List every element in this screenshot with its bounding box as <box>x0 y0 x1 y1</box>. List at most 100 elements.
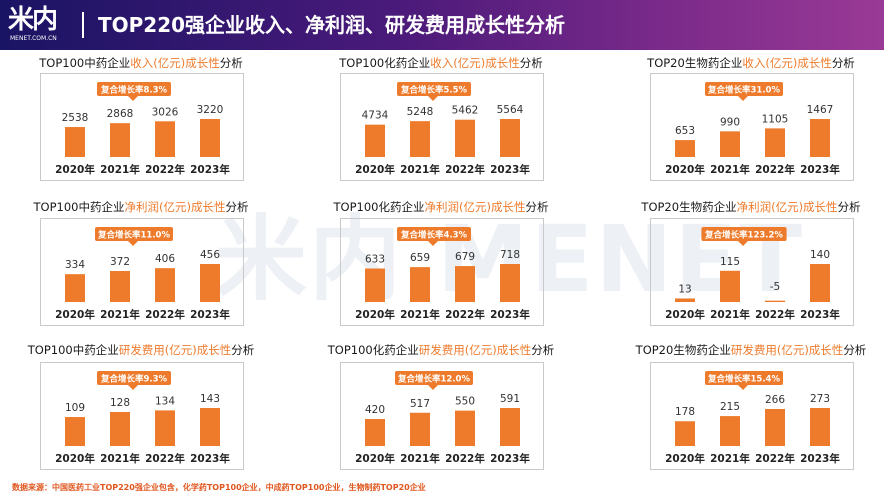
chart-title-suffix: 分析 <box>831 56 855 70</box>
cagr-badge-box <box>397 82 471 96</box>
chart-title-suffix: 分析 <box>837 200 861 214</box>
bar-chart: 复合增长率31.0% 653 2020年 990 2021年 1105 2022年 1467 2… <box>650 73 854 181</box>
cagr-badge-label: 复合增长率4.3% <box>400 230 468 241</box>
bar <box>155 121 175 157</box>
bar-value-label: 3026 <box>152 106 179 118</box>
bar <box>365 124 385 157</box>
chart-title-prefix: TOP100中药企业 <box>27 343 119 357</box>
cagr-badge-box <box>705 82 783 96</box>
bar <box>500 408 520 446</box>
bar-value-label: 653 <box>675 125 695 137</box>
bar-chart: 复合增长率11.0% 334 2020年 372 2021年 406 2022年 456 202… <box>40 218 244 326</box>
cagr-badge-pointer <box>738 96 748 101</box>
bar-value-label: 372 <box>110 256 130 268</box>
cagr-badge: 复合增长率15.4% <box>705 371 783 390</box>
cagr-badge-pointer <box>738 385 748 390</box>
bar-chart: 复合增长率9.3% 109 2020年 128 2021年 134 2022年 143 2023… <box>40 362 244 470</box>
category-label: 2021年 <box>100 452 140 465</box>
bar-value-label: 1467 <box>807 104 834 116</box>
category-label: 2023年 <box>800 163 840 176</box>
logo-mark: 米内 <box>8 5 58 35</box>
cagr-badge-pointer <box>128 96 138 101</box>
bar-chart: 复合增长率8.3% 2538 2020年 2868 2021年 3026 2022年 3220… <box>40 73 244 181</box>
bar-chart: 复合增长率12.0% 420 2020年 517 2021年 550 2022年 591 202… <box>340 362 544 470</box>
cagr-badge-box <box>397 227 471 241</box>
cagr-badge-pointer <box>128 241 138 246</box>
category-label: 2021年 <box>400 452 440 465</box>
chart-title-suffix: 分析 <box>225 200 249 214</box>
chart-title-suffix: 分析 <box>531 343 555 357</box>
data-source-note: 数据来源：中国医药工业TOP220强企业包含，化学药TOP100企业，中成药TO… <box>12 483 426 492</box>
chart-title-highlight: 研发费用(亿元)成长性 <box>418 343 532 357</box>
bar-value-label: 659 <box>410 252 430 264</box>
bar-value-label: 215 <box>720 401 740 413</box>
bar-value-label: 273 <box>810 393 830 405</box>
category-label: 2022年 <box>145 452 185 465</box>
bar <box>810 408 830 446</box>
category-label: 2020年 <box>355 452 395 465</box>
cagr-badge-label: 复合增长率123.2% <box>704 230 783 241</box>
bar-value-label: 115 <box>720 256 740 268</box>
bar-value-label: 517 <box>410 398 430 410</box>
menet-logo: 米内 MENET.COM.CN <box>8 5 72 47</box>
bar-value-label: -5 <box>770 281 780 293</box>
chart-title-highlight: 收入(亿元)成长性 <box>742 56 832 70</box>
bar <box>200 119 220 157</box>
category-label: 2022年 <box>755 308 795 321</box>
category-label: 2022年 <box>755 163 795 176</box>
bar-value-label: 550 <box>455 396 475 408</box>
cagr-badge-box <box>701 227 787 241</box>
bar <box>200 408 220 446</box>
bar-value-label: 633 <box>365 253 385 265</box>
header-banner: 米内 MENET.COM.CN TOP220强企业收入、净利润、研发费用成长性分… <box>0 0 884 50</box>
chart-title-highlight: 净利润(亿元)成长性 <box>124 200 226 214</box>
page-title: TOP220强企业收入、净利润、研发费用成长性分析 <box>98 13 566 37</box>
bar <box>65 274 85 302</box>
bar-value-label: 679 <box>455 251 475 263</box>
category-label: 2023年 <box>490 163 530 176</box>
bar <box>675 140 695 157</box>
category-label: 2020年 <box>55 308 95 321</box>
cagr-badge-box <box>97 371 171 385</box>
category-label: 2023年 <box>490 452 530 465</box>
bar-value-label: 990 <box>720 116 740 128</box>
chart-title-highlight: 研发费用(亿元)成长性 <box>118 343 232 357</box>
category-label: 2022年 <box>445 452 485 465</box>
bar-chart-svg: 复合增长率8.3% 2538 2020年 2868 2021年 3026 2022年 3220… <box>55 82 230 176</box>
category-label: 2021年 <box>400 163 440 176</box>
bar-chart-svg: 复合增长率4.3% 633 2020年 659 2021年 679 2022年 718 2023… <box>355 227 530 321</box>
cagr-badge-label: 复合增长率8.3% <box>100 85 168 96</box>
cagr-badge-box <box>705 371 783 385</box>
bar <box>455 119 475 157</box>
bar-value-label: 266 <box>765 394 785 406</box>
bar <box>500 119 520 157</box>
category-label: 2020年 <box>55 163 95 176</box>
chart-title: TOP20生物药企业收入(亿元)成长性分析 <box>606 55 884 71</box>
chart-title: TOP100中药企业净利润(亿元)成长性分析 <box>0 199 286 215</box>
category-label: 2021年 <box>100 308 140 321</box>
chart-title-prefix: TOP100化药企业 <box>327 343 419 357</box>
chart-title-prefix: TOP100化药企业 <box>339 56 431 70</box>
category-label: 2021年 <box>710 308 750 321</box>
header-divider <box>82 12 84 38</box>
bar <box>365 268 385 302</box>
bar-value-label: 3220 <box>197 104 224 116</box>
category-label: 2022年 <box>145 308 185 321</box>
chart-title-highlight: 收入(亿元)成长性 <box>430 56 520 70</box>
bar <box>410 121 430 157</box>
cagr-badge-box <box>97 82 171 96</box>
bar-value-label: 334 <box>65 259 85 271</box>
bar-chart: 复合增长率123.2% 13 2020年 115 2021年 -5 2022年 140 2023… <box>650 218 854 326</box>
bar-value-label: 178 <box>675 406 695 418</box>
category-label: 2022年 <box>145 163 185 176</box>
category-label: 2022年 <box>445 163 485 176</box>
bar-chart-svg: 复合增长率5.5% 4734 2020年 5248 2021年 5462 2022年 5564… <box>355 82 530 176</box>
category-label: 2020年 <box>665 452 705 465</box>
chart-title-prefix: TOP100中药企业 <box>33 200 125 214</box>
cagr-badge-label: 复合增长率12.0% <box>397 374 470 385</box>
bar-value-label: 456 <box>200 249 220 261</box>
chart-title-suffix: 分析 <box>519 56 543 70</box>
bar <box>455 266 475 302</box>
cagr-badge: 复合增长率12.0% <box>395 371 473 390</box>
bar <box>720 131 740 157</box>
